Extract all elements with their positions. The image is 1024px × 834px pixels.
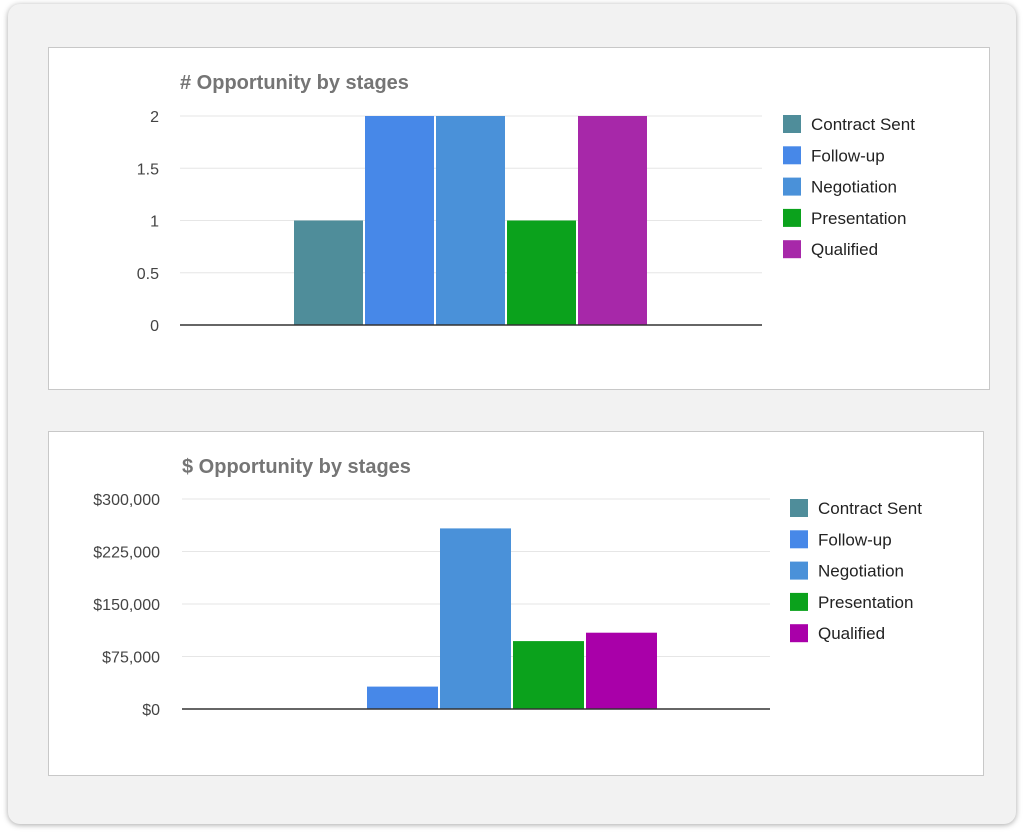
bar-contract-sent (294, 220, 363, 325)
legend-swatch (783, 177, 801, 196)
legend-swatch (790, 561, 808, 580)
y-tick-label: $150,000 (93, 597, 160, 614)
chart-title: $ Opportunity by stages (182, 456, 411, 478)
legend-label: Contract Sent (811, 115, 915, 134)
legend-swatch (790, 499, 808, 517)
legend-label: Negotiation (811, 178, 897, 197)
legend-swatch (783, 208, 801, 227)
legend-swatch (783, 240, 801, 259)
opportunity-count-chart: # Opportunity by stages 0 0.5 1 1.5 2 Contra… (137, 72, 915, 335)
legend: Contract Sent Follow-up Negotiation Present… (783, 115, 915, 259)
bars (367, 528, 657, 709)
y-tick-label: $0 (142, 702, 160, 719)
opportunity-count-chart-panel: # Opportunity by stages 0 0.5 1 1.5 2 Contra… (48, 47, 990, 390)
y-tick-label: 1 (150, 214, 159, 231)
y-tick-label: $300,000 (93, 492, 160, 509)
y-tick-label: 2 (150, 109, 159, 126)
bar-follow-up (365, 116, 434, 325)
y-tick-label: $75,000 (102, 650, 160, 667)
y-tick-label: 0.5 (137, 266, 159, 283)
chart-title: # Opportunity by stages (180, 72, 409, 94)
legend-label: Presentation (818, 593, 913, 612)
y-axis-ticks: 0 0.5 1 1.5 2 (137, 109, 159, 335)
legend: Contract Sent Follow-up Negotiation Present… (790, 499, 922, 643)
opportunity-value-chart: $ Opportunity by stages $0 $75,000 $150,00… (93, 456, 922, 719)
bars (294, 116, 647, 325)
legend-label: Follow-up (811, 146, 885, 165)
legend-label: Qualified (818, 624, 885, 643)
legend-swatch (783, 115, 801, 133)
legend-swatch (790, 624, 808, 643)
legend-label: Qualified (811, 240, 878, 259)
y-tick-label: $225,000 (93, 545, 160, 562)
legend-label: Presentation (811, 209, 906, 228)
legend-label: Negotiation (818, 562, 904, 581)
legend-swatch (790, 530, 808, 549)
legend-swatch (783, 146, 801, 165)
bar-qualified (578, 116, 647, 325)
y-tick-label: 0 (150, 318, 159, 335)
legend-label: Follow-up (818, 530, 892, 549)
bar-negotiation (436, 116, 505, 325)
bar-negotiation (440, 528, 511, 709)
bar-presentation (507, 220, 576, 325)
y-tick-label: 1.5 (137, 161, 159, 178)
legend-swatch (790, 592, 808, 611)
bar-follow-up (367, 686, 438, 709)
legend-label: Contract Sent (818, 499, 922, 518)
bar-presentation (513, 641, 584, 709)
opportunity-value-chart-panel: $ Opportunity by stages $0 $75,000 $150,00… (48, 431, 984, 776)
bar-qualified (586, 632, 657, 709)
y-axis-ticks: $0 $75,000 $150,000 $225,000 $300,000 (93, 492, 160, 719)
